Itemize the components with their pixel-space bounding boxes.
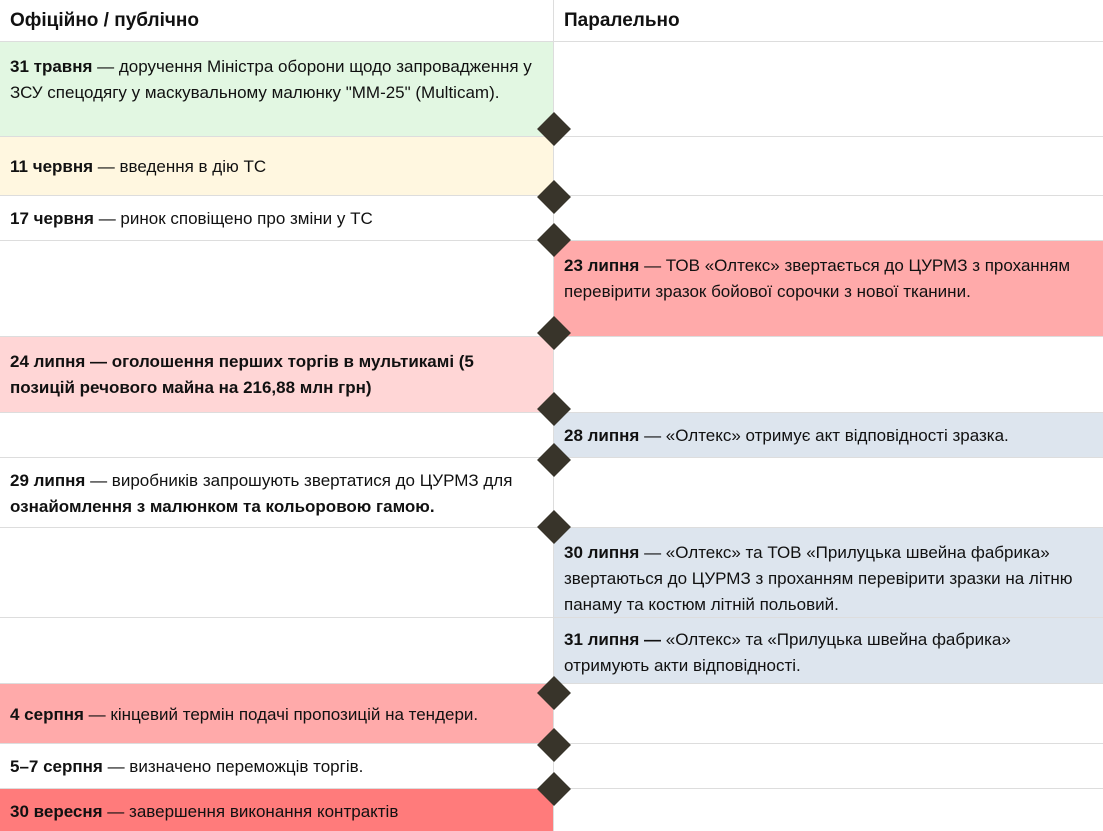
- event-cell: 28 липня — «Олтекс» отримує акт відповід…: [554, 413, 1103, 457]
- table-row: 4 серпня — кінцевий термін подачі пропоз…: [0, 684, 1103, 744]
- empty-cell: [554, 137, 1103, 195]
- event-cell: 24 липня — оголошення перших торгів в му…: [0, 337, 554, 412]
- event-cell: 23 липня — ТОВ «Олтекс» звертається до Ц…: [554, 241, 1103, 336]
- event-cell: 4 серпня — кінцевий термін подачі пропоз…: [0, 684, 554, 743]
- event-cell: 29 липня — виробників запрошують звертат…: [0, 458, 554, 527]
- table-row: 24 липня — оголошення перших торгів в му…: [0, 337, 1103, 413]
- table-row: 23 липня — ТОВ «Олтекс» звертається до Ц…: [0, 241, 1103, 337]
- empty-cell: [554, 337, 1103, 412]
- header-official: Офіційно / публічно: [0, 0, 554, 41]
- event-cell: 5–7 серпня — визначено переможців торгів…: [0, 744, 554, 788]
- table-row: 30 вересня — завершення виконання контра…: [0, 789, 1103, 831]
- table-row: 30 липня — «Олтекс» та ТОВ «Прилуцька шв…: [0, 528, 1103, 618]
- empty-cell: [0, 528, 554, 617]
- empty-cell: [554, 684, 1103, 743]
- empty-cell: [0, 413, 554, 457]
- empty-cell: [554, 789, 1103, 831]
- event-cell: 11 червня — введення в дію ТС: [0, 137, 554, 195]
- header-parallel: Паралельно: [564, 10, 680, 31]
- empty-cell: [0, 618, 554, 683]
- table-row: 31 травня — доручення Міністра оборони щ…: [0, 42, 1103, 137]
- empty-cell: [554, 744, 1103, 788]
- event-cell: 17 червня — ринок сповіщено про зміни у …: [0, 196, 554, 240]
- empty-cell: [554, 458, 1103, 527]
- empty-cell: [0, 241, 554, 336]
- event-cell: 30 вересня — завершення виконання контра…: [0, 789, 554, 831]
- event-cell: 31 травня — доручення Міністра оборони щ…: [0, 42, 554, 136]
- event-cell: 30 липня — «Олтекс» та ТОВ «Прилуцька шв…: [554, 528, 1103, 617]
- table-row: 31 липня — «Олтекс» та «Прилуцька швейна…: [0, 618, 1103, 684]
- header-row: Офіційно / публічно Паралельно: [0, 0, 1103, 42]
- event-cell: 31 липня — «Олтекс» та «Прилуцька швейна…: [554, 618, 1103, 683]
- empty-cell: [554, 196, 1103, 240]
- empty-cell: [554, 42, 1103, 136]
